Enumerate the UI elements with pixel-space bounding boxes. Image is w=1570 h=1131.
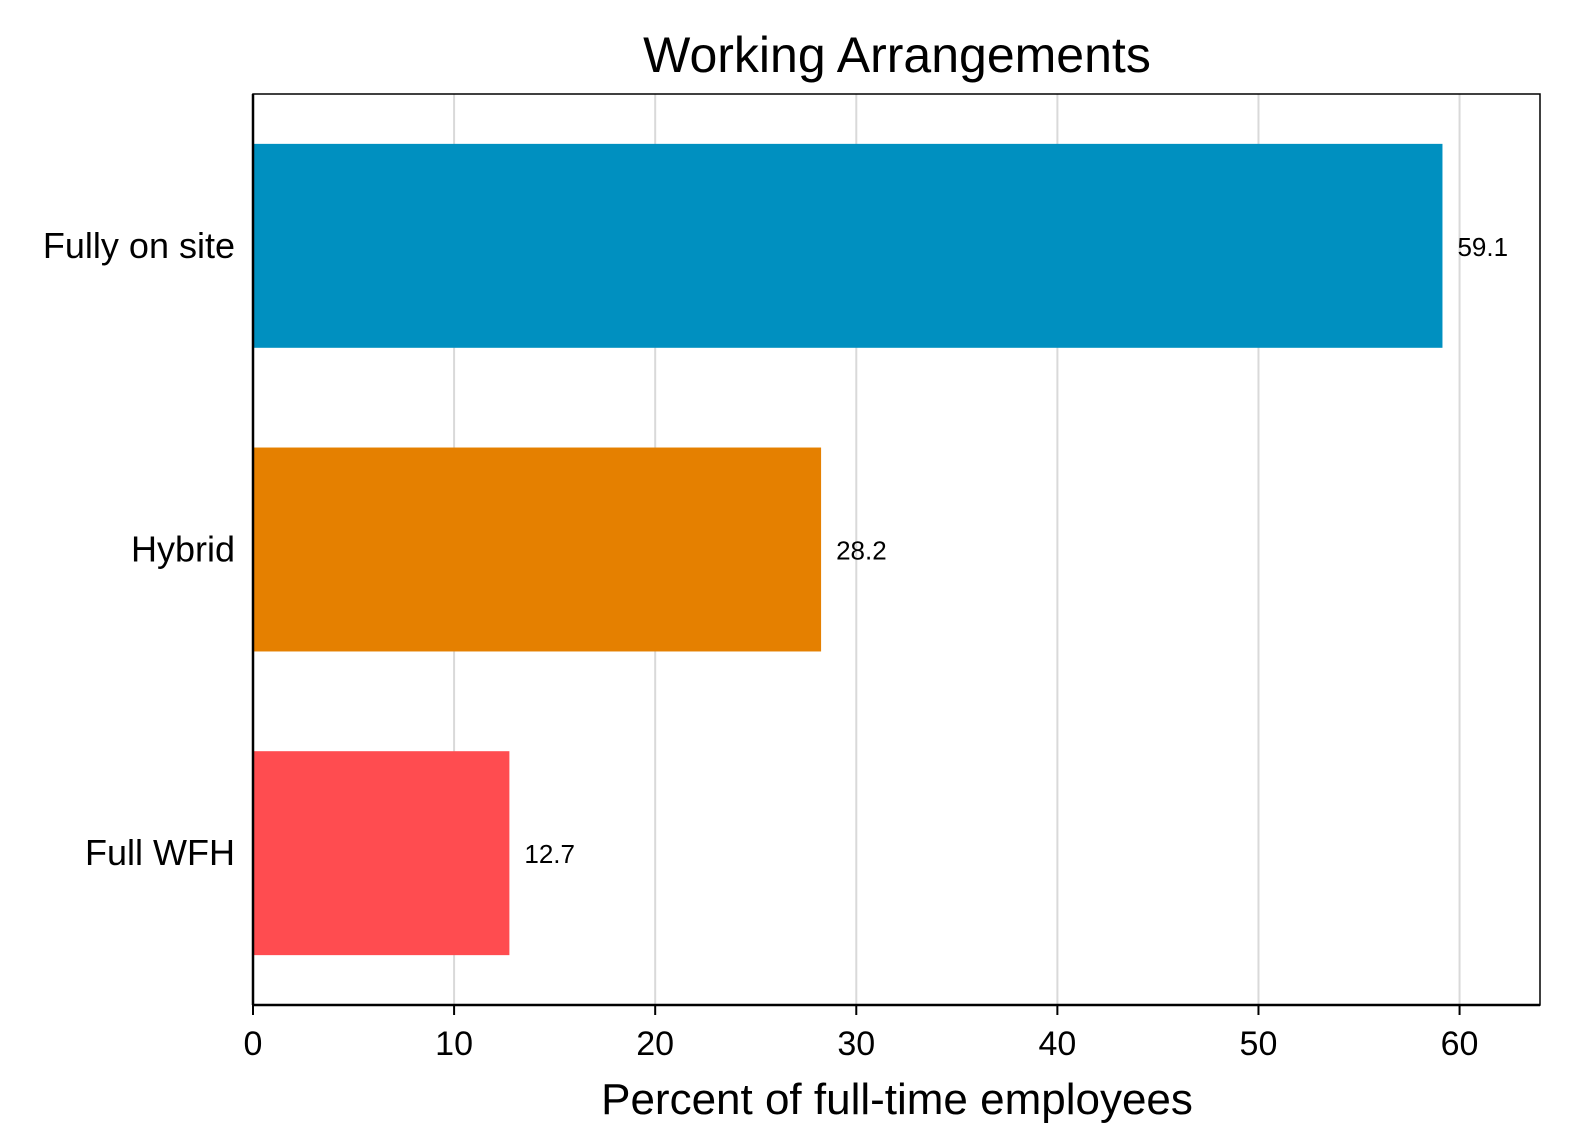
chart-title: Working Arrangements — [643, 27, 1151, 83]
bar-fully-on-site — [252, 143, 1443, 348]
bars — [252, 143, 1443, 956]
value-label: 12.7 — [524, 839, 575, 869]
x-tick-label: 40 — [1038, 1025, 1076, 1063]
bar-hybrid — [252, 447, 822, 652]
x-tick-label: 20 — [636, 1025, 674, 1063]
x-tick-label: 50 — [1240, 1025, 1278, 1063]
y-axis-category-labels: Fully on site Hybrid Full WFH — [43, 225, 235, 873]
x-tick-label: 30 — [837, 1025, 875, 1063]
category-label: Full WFH — [85, 832, 235, 873]
category-label: Fully on site — [43, 225, 235, 266]
x-axis-label: Percent of full-time employees — [601, 1075, 1193, 1124]
x-tick-label: 10 — [435, 1025, 473, 1063]
category-label: Hybrid — [131, 529, 235, 570]
value-label: 59.1 — [1457, 232, 1508, 262]
bar-full-wfh — [252, 751, 510, 956]
x-tick-label: 60 — [1441, 1025, 1479, 1063]
value-label: 28.2 — [836, 536, 887, 566]
x-tick-label: 0 — [244, 1025, 263, 1063]
value-labels: 59.1 28.2 12.7 — [524, 232, 1508, 869]
x-axis-ticks: 0 10 20 30 40 50 60 — [244, 1005, 1479, 1063]
